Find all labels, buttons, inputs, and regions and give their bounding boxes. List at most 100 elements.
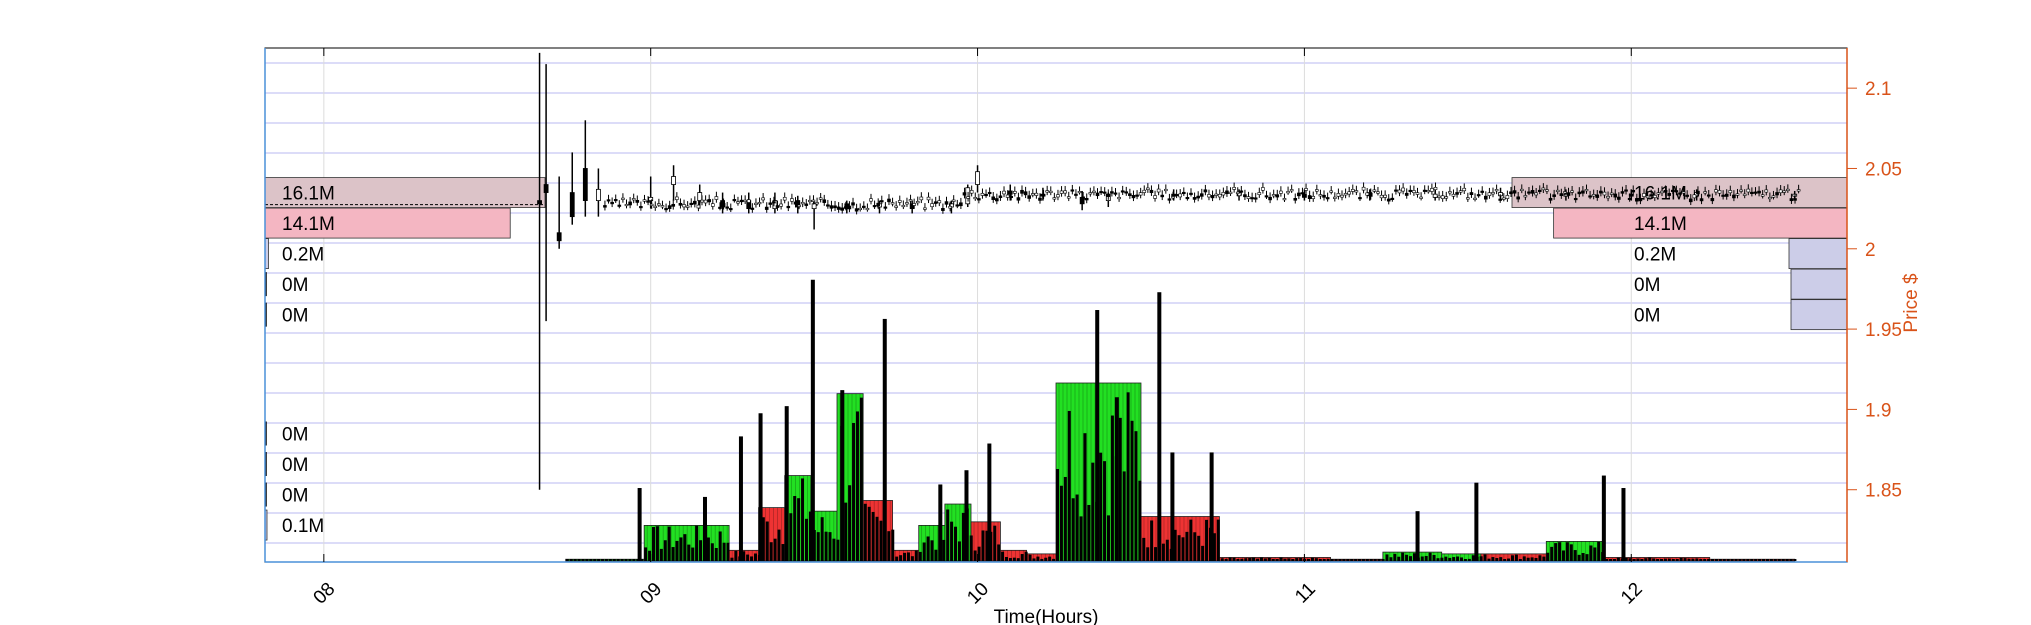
volume-bar [1103,461,1107,561]
volume-bar [659,548,663,561]
candle-body [1760,194,1765,197]
volume-bar [1295,558,1299,561]
candle-body [800,201,805,205]
candle-body [908,199,913,202]
candle-body [648,196,654,201]
volume-bar [1491,557,1495,561]
candle-body [879,200,884,203]
candle-body [811,203,817,210]
candle-body [1624,189,1628,192]
volume-bar [1220,558,1224,561]
volume-bar [765,521,769,561]
candle-body [793,201,798,205]
volume-bar [997,544,1001,561]
volume-spike [784,406,789,561]
volume-bar [1063,476,1067,561]
candle-body [973,197,978,200]
volume-bar [1456,556,1460,561]
candle-body [1074,193,1078,196]
candle-body [955,204,960,207]
candle-body [1487,192,1492,196]
candle-body [1092,190,1096,193]
candle-body [1688,198,1693,203]
volume-bar [632,559,636,561]
profile-label-left: 0M [282,455,308,476]
candle-body [930,203,934,208]
volume-bar [1585,554,1589,561]
candle-body [1627,197,1632,201]
candle-body [1706,194,1711,197]
volume-bar [954,526,958,561]
volume-bar [1126,392,1130,561]
candle-body [685,205,690,208]
volume-bar [687,544,691,561]
profile-label-left: 0.2M [282,245,324,266]
volume-bar [1091,462,1095,561]
candle-body [1048,190,1053,193]
candle-body [1041,194,1046,197]
volume-bar [1581,553,1585,561]
volume-bar [1463,559,1467,561]
volume-bar [589,559,593,561]
candle-body [1038,197,1042,201]
volume-bar [1252,557,1256,561]
candle-body [786,205,791,209]
volume-bar [1059,485,1063,561]
volume-bar [1632,559,1636,561]
candle-body [948,206,952,209]
candle-body [1484,195,1488,200]
volume-bar [1436,558,1440,561]
volume-bar [1377,559,1381,561]
candle-body [1714,189,1718,193]
volume-bar [1405,554,1409,561]
y-tick-label: 2.1 [1865,79,1891,100]
volume-bar [1495,558,1499,561]
candle-body [1297,192,1301,197]
candle-body [1685,194,1689,197]
candle-body [1559,193,1564,196]
volume-bar [1734,559,1738,561]
candle-body [808,199,812,203]
candle-body [1077,191,1082,194]
volume-bar [1283,558,1287,561]
candle-body [1088,192,1093,195]
candle-body [826,204,830,207]
candle-body [1368,192,1373,197]
volume-bar [1593,547,1597,561]
profile-label-left: 0M [282,306,308,327]
volume-bar [1299,558,1303,561]
candle-body [1376,191,1380,194]
volume-bar [1232,557,1236,561]
volume-bar [1350,559,1354,561]
volume-bar [1259,557,1263,561]
candle-body [613,199,618,202]
volume-bar [961,512,965,561]
volume-bar [1597,541,1601,561]
candle-body [1239,190,1244,193]
volume-bar [1420,556,1424,561]
candle-body [1584,189,1589,192]
candle-body [1573,198,1578,201]
candle-body [1302,193,1307,198]
candle-body [1681,191,1686,194]
volume-bar [1432,554,1436,561]
candle-body [1426,190,1431,193]
candle-body [1120,190,1125,193]
candle-body [664,208,668,211]
candle-body [1534,192,1538,196]
volume-bar [879,520,883,561]
candle-body [782,197,787,201]
candle-body [1329,190,1334,193]
volume-bar [1687,558,1691,561]
candle-body [768,202,773,205]
candle-body [1034,192,1039,196]
volume-bar [1224,558,1228,561]
candle-body [1289,189,1294,192]
volume-bar [918,551,922,561]
candle-body [858,207,863,211]
profile-bar-left [264,207,511,239]
volume-bar [1381,559,1385,561]
candle-body [1023,191,1028,196]
candle-body [1469,192,1474,196]
candle-body [1660,190,1664,194]
